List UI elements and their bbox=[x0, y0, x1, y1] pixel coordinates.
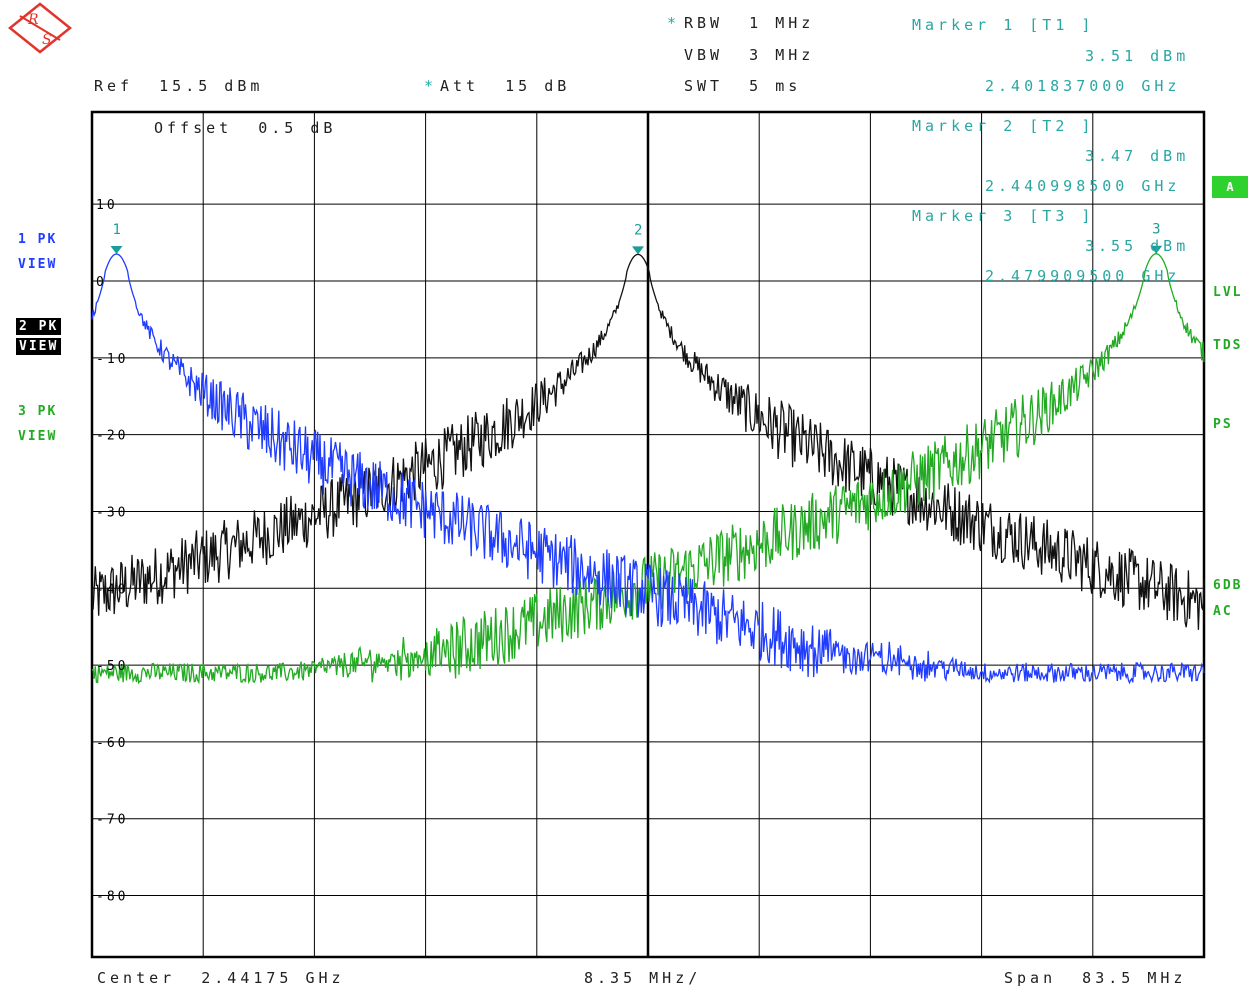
vbw-setting: VBW 3 MHz bbox=[684, 46, 815, 64]
trace-3-mode: 3 PK bbox=[18, 404, 58, 419]
marker-3-number: 3 bbox=[1152, 222, 1160, 238]
y-tick-label: -10 bbox=[96, 352, 128, 367]
trace-1-line bbox=[91, 253, 1205, 685]
trace-1-view: VIEW bbox=[18, 257, 58, 272]
trace-3-label[interactable]: 3 PK VIEW bbox=[18, 404, 57, 444]
ac-indicator: AC bbox=[1213, 604, 1233, 619]
y-tick-label: 10 bbox=[96, 198, 118, 213]
trace-1-label[interactable]: 1 PK VIEW bbox=[18, 232, 57, 272]
trace-3-view: VIEW bbox=[18, 429, 58, 444]
6db-indicator: 6DB bbox=[1213, 578, 1243, 593]
rbw-star: * bbox=[667, 14, 681, 32]
trace-2-mode: 2 PK bbox=[16, 318, 62, 335]
span: Span 83.5 MHz bbox=[1004, 969, 1187, 987]
y-tick-label: 0 bbox=[96, 275, 107, 290]
rbw-setting: RBW 1 MHz bbox=[684, 14, 815, 32]
trace-a-indicator: A bbox=[1212, 176, 1248, 198]
marker-1-level: 3.51 dBm bbox=[1085, 47, 1190, 65]
marker-3-triangle bbox=[1150, 245, 1163, 254]
center-frequency: Center 2.44175 GHz bbox=[97, 969, 345, 987]
ref-offset: Offset 0.5 dB bbox=[154, 119, 337, 137]
marker-2-triangle bbox=[631, 246, 644, 255]
marker-1-number: 1 bbox=[112, 222, 120, 238]
lvl-indicator: LVL bbox=[1213, 285, 1243, 300]
y-tick-label: -80 bbox=[96, 890, 128, 905]
svg-text:S: S bbox=[42, 32, 52, 48]
y-tick-label: -50 bbox=[96, 659, 128, 674]
swt-setting: SWT 5 ms bbox=[684, 77, 802, 95]
marker-3-title: Marker 3 [T3 ] bbox=[912, 207, 1095, 225]
svg-text:R: R bbox=[27, 12, 39, 28]
y-tick-label: -60 bbox=[96, 736, 128, 751]
marker-2-level: 3.47 dBm bbox=[1085, 147, 1190, 165]
y-tick-label: -40 bbox=[96, 582, 128, 597]
trace-2-label[interactable]: 2 PK VIEW bbox=[16, 318, 62, 355]
y-tick-label: -20 bbox=[96, 429, 128, 444]
y-tick-label: -30 bbox=[96, 505, 128, 520]
marker-3-level: 3.55 dBm bbox=[1085, 237, 1190, 255]
trace-2-view: VIEW bbox=[16, 338, 62, 355]
y-tick-labels: 10 0 -10 -20 -30 -40 -50 -60 -70 -80 bbox=[96, 198, 128, 905]
y-tick-label: -70 bbox=[96, 813, 128, 828]
marker-3-frequency: 2.479909500 GHz bbox=[985, 267, 1181, 285]
ps-indicator: PS bbox=[1213, 417, 1233, 432]
marker-1-frequency: 2.401837000 GHz bbox=[985, 77, 1181, 95]
marker-1-title: Marker 1 [T1 ] bbox=[912, 16, 1095, 34]
trace-1-mode: 1 PK bbox=[18, 232, 58, 247]
plot-traces bbox=[91, 253, 1205, 685]
ref-level: Ref 15.5 dBm bbox=[94, 77, 264, 95]
marker-2-frequency: 2.440998500 GHz bbox=[985, 177, 1181, 195]
marker-2-number: 2 bbox=[634, 222, 642, 238]
attenuation: Att 15 dB bbox=[440, 77, 571, 95]
tds-indicator: TDS bbox=[1213, 338, 1243, 353]
marker-symbols: 1 2 3 bbox=[110, 222, 1163, 255]
rohde-schwarz-logo: R S bbox=[8, 2, 72, 54]
trace-3-line bbox=[91, 253, 1205, 685]
att-star: * bbox=[424, 77, 438, 95]
marker-1-triangle bbox=[110, 246, 123, 255]
frequency-per-division: 8.35 MHz/ bbox=[584, 969, 702, 987]
trace-2-line bbox=[91, 253, 1205, 630]
marker-2-title: Marker 2 [T2 ] bbox=[912, 117, 1095, 135]
